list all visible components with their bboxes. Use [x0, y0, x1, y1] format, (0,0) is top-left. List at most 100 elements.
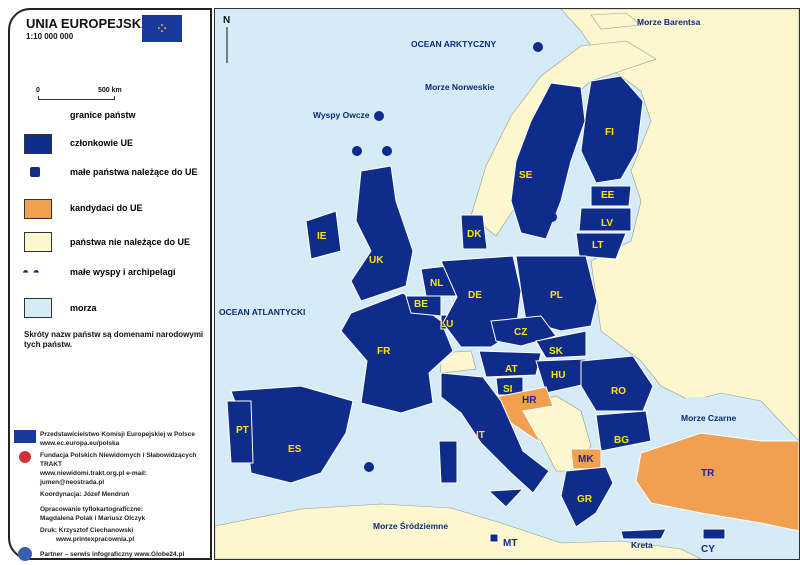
swatch-non-eu [24, 232, 52, 252]
country-code: RO [611, 386, 626, 397]
swatch-candidates [24, 199, 52, 219]
map-scale: 1:10 000 000 [26, 32, 74, 41]
island-icon [382, 146, 392, 156]
country-code: DE [468, 290, 482, 301]
poland [515, 255, 598, 332]
country-code: TR [701, 468, 715, 479]
country-code: GR [577, 494, 593, 505]
globe-logo [14, 547, 36, 561]
country-code: BE [414, 299, 428, 310]
black-sea [656, 397, 746, 441]
united-kingdom [350, 165, 414, 302]
sea-label: Morze Barentsa [637, 17, 701, 27]
switzerland [438, 350, 477, 374]
eu-flag-small-icon [14, 430, 36, 443]
country-code: HR [522, 395, 537, 406]
island-markers [352, 42, 557, 472]
credit-ec: Przedstawicielstwo Komisji Europejskiej … [14, 430, 206, 448]
svalbard [590, 12, 642, 30]
lithuania [575, 232, 627, 260]
country-code: SE [519, 170, 533, 181]
ireland [305, 210, 342, 260]
spacer [14, 505, 36, 517]
turkey [635, 432, 799, 532]
legend-panel: UNIA EUROPEJSKA 1:10 000 000 ⁘ 0 500 km … [8, 8, 212, 561]
sea-label: Kreta [631, 540, 653, 550]
country-code: PL [550, 290, 563, 301]
island-icon [352, 146, 362, 156]
latvia [578, 207, 632, 232]
legend-borders: granice państw [70, 110, 136, 120]
portugal [226, 400, 254, 464]
legend-non-eu: państwa nie należące do UE [70, 237, 191, 247]
country-code: LV [601, 218, 613, 229]
credit-link[interactable]: www.printexpracownia.pl [56, 536, 135, 543]
country-code: MK [578, 454, 594, 465]
small-state-icon [30, 167, 40, 177]
country-code: SK [549, 346, 564, 357]
sea-label: OCEAN ATLANTYCKI [219, 307, 305, 317]
country-code: EE [601, 190, 615, 201]
country-code: FR [377, 346, 391, 357]
country-code: IE [317, 231, 327, 242]
denmark [460, 214, 488, 250]
crete [620, 528, 667, 540]
country-code: NL [430, 278, 443, 289]
sea-label: Wyspy Owcze [313, 110, 370, 120]
scalebar-start: 0 [36, 87, 40, 94]
country-code: MT [503, 538, 517, 549]
island-icon: ◓ ◓ [22, 265, 40, 279]
map-title: UNIA EUROPEJSKA [26, 16, 151, 31]
sea-label: Morze Czarne [681, 413, 737, 423]
credit-line: Koordynacja: Józef Mendruń [40, 491, 130, 498]
bulgaria [595, 410, 652, 452]
legend-seas: morza [70, 303, 97, 313]
country-labels: FI SE EE LV LT DK IE UK NL BE LU DE PL C… [236, 127, 715, 555]
country-code: LT [592, 240, 603, 251]
sea-label: Morze Śródziemne [373, 520, 448, 531]
country-code: CZ [514, 327, 527, 338]
swatch-eu [24, 134, 52, 154]
country-code: SI [503, 384, 513, 395]
austria [478, 350, 542, 378]
europe-map: N Morze Barentsa OCEAN ARKTYCZNY Morze N… [214, 8, 800, 560]
eu-flag-icon: ⁘ [142, 15, 182, 42]
island-icon [533, 42, 543, 52]
credit-coordination: Koordynacja: Józef Mendruń [14, 490, 206, 502]
legend-eu: członkowie UE [70, 138, 134, 148]
trakt-logo [14, 451, 36, 463]
greece [560, 466, 614, 528]
sardinia [438, 440, 458, 484]
island-icon [364, 462, 374, 472]
italy [440, 372, 550, 494]
credits: Przedstawicielstwo Komisji Europejskiej … [14, 430, 206, 561]
country-code: PT [236, 425, 249, 436]
country-code: BG [614, 435, 629, 446]
border-line-symbol [24, 114, 50, 115]
credit-line: Druk: Krzysztof Ciechanowski [40, 527, 134, 534]
credit-print: Druk: Krzysztof Ciechanowski www.printex… [14, 526, 206, 544]
credit-link[interactable]: www.niewidomi.trakt.org.pl e-mail: jumen… [40, 470, 148, 486]
credit-authors: Opracowanie tyflokartograficzne: Magdale… [14, 505, 206, 523]
estonia [590, 185, 632, 207]
legend-candidates: kandydaci do UE [70, 203, 143, 213]
malta-marker [489, 533, 499, 543]
credit-line: Magdalena Polak i Mariusz Olczyk [40, 515, 146, 522]
credit-partner: Partner – serwis infograficzny www.Globe… [14, 547, 206, 561]
credit-link[interactable]: www.ec.europa.eu/polska [40, 440, 120, 447]
credit-line: Fundacja Polskich Niewidomych i Słabowid… [40, 452, 197, 468]
spacer [14, 526, 36, 538]
country-code: DK [467, 229, 482, 240]
country-code: CY [701, 544, 715, 555]
credit-line: Przedstawicielstwo Komisji Europejskiej … [40, 431, 195, 438]
legend-small-states: małe państwa należące do UE [70, 167, 198, 177]
country-code: ES [288, 444, 302, 455]
country-code: HU [551, 370, 565, 381]
swatch-seas [24, 298, 52, 318]
country-code: LU [440, 319, 453, 330]
sicily [487, 488, 525, 508]
sea-label: Morze Norweskie [425, 82, 495, 92]
island-icon [547, 212, 557, 222]
legend-islands: małe wyspy i archipelagi [70, 267, 176, 277]
spacer [14, 490, 36, 502]
